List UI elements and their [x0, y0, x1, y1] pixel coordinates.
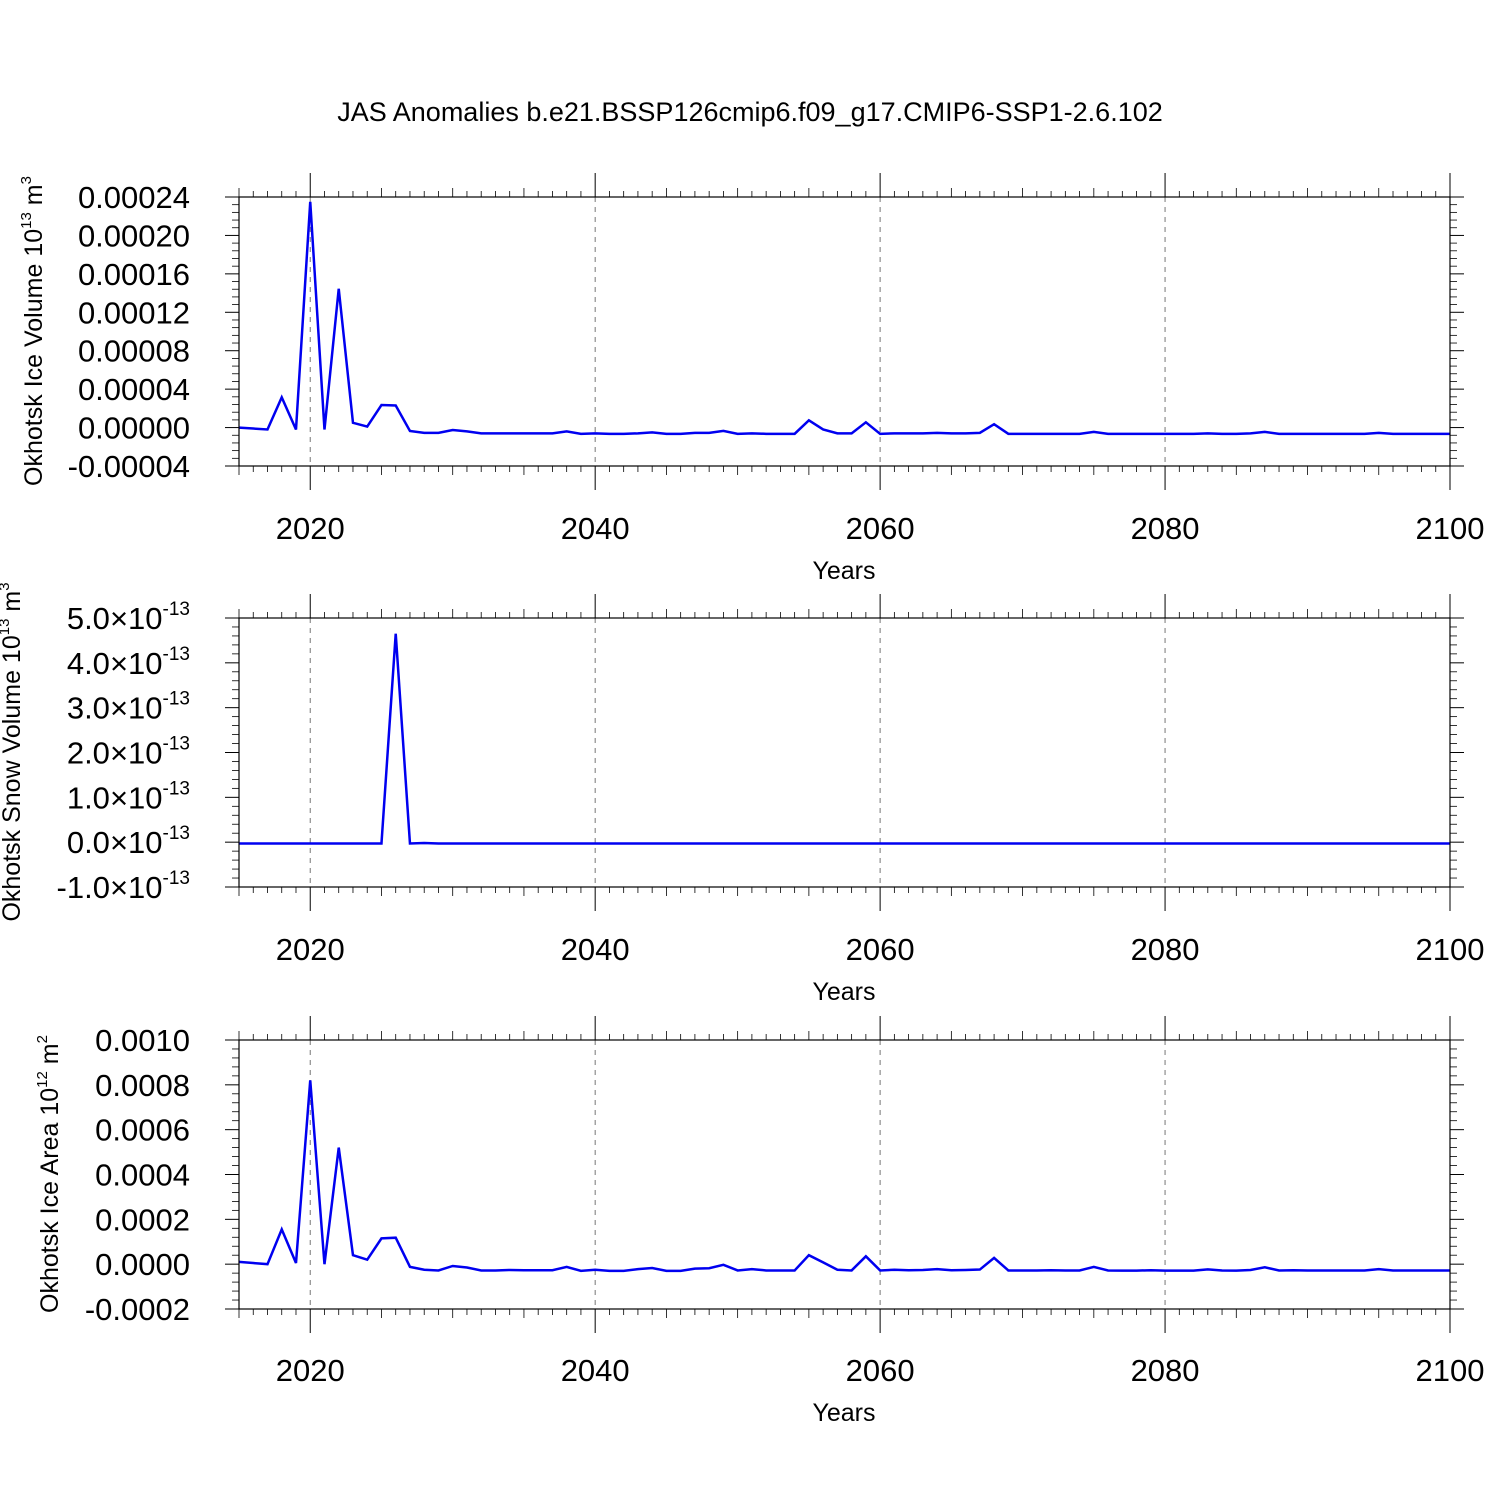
ylabel-ice-volume: Okhotsk Ice Volume 1013 m3 — [18, 176, 48, 486]
xlabel-ice-area: Years — [812, 1399, 875, 1427]
ytick-label: 5.0×10-13 — [67, 599, 190, 636]
plot-frame — [238, 196, 1451, 467]
ytick-label: 0.0006 — [95, 1113, 190, 1148]
xtick-label-2040: 2040 — [561, 932, 630, 967]
figure-title: JAS Anomalies b.e21.BSSP126cmip6.f09_g17… — [337, 97, 1163, 127]
xlabel-snow-volume: Years — [812, 978, 875, 1006]
xtick-label-2080: 2080 — [1131, 1353, 1200, 1388]
ytick-label: 0.0000 — [95, 1247, 190, 1282]
ytick-label: 0.0004 — [95, 1158, 190, 1193]
xtick-label-2100: 2100 — [1416, 932, 1485, 967]
xtick-label-2060: 2060 — [846, 511, 915, 546]
ytick-label: 0.00008 — [78, 334, 190, 369]
xtick-label-2060: 2060 — [846, 1353, 915, 1388]
panel-ice-volume: Okhotsk Ice Volume 1013 m3 Years -0.0000… — [18, 173, 1484, 585]
xtick-label-2100: 2100 — [1416, 1353, 1485, 1388]
series-line — [238, 1080, 1450, 1273]
ylabel-snow-volume: Okhotsk Snow Volume 1013 m3 — [0, 582, 26, 921]
xtick-label-2060: 2060 — [846, 932, 915, 967]
ytick-label: 0.0×10-13 — [67, 823, 190, 860]
xtick-label-2040: 2040 — [561, 511, 630, 546]
ytick-label: 0.0010 — [95, 1023, 190, 1058]
ytick-label: 0.00016 — [78, 257, 190, 292]
xtick-label-2020: 2020 — [276, 932, 345, 967]
panel-ice-area: Okhotsk Ice Area 1012 m2 Years -0.0002 0.… — [34, 1016, 1484, 1427]
series-line — [238, 201, 1450, 436]
series-line — [239, 633, 1450, 845]
xlabel-ice-volume: Years — [812, 557, 875, 585]
ytick-label: 3.0×10-13 — [67, 689, 190, 726]
ytick-label: 0.0008 — [95, 1068, 190, 1103]
ytick-label: 0.00024 — [78, 180, 190, 215]
panel-snow-volume: Okhotsk Snow Volume 1013 m3 Years -1.0×1… — [0, 582, 1484, 1006]
plot-frame — [238, 617, 1451, 888]
ytick-label: 0.0002 — [95, 1202, 190, 1237]
ytick-label: -0.00004 — [68, 449, 190, 484]
ytick-label: -1.0×10-13 — [57, 868, 190, 905]
xtick-label-2020: 2020 — [276, 1353, 345, 1388]
xtick-label-2040: 2040 — [561, 1353, 630, 1388]
ylabel-ice-area: Okhotsk Ice Area 1012 m2 — [34, 1035, 64, 1313]
plot-frame — [238, 1039, 1451, 1310]
ytick-label: 0.00012 — [78, 295, 190, 330]
ytick-label: -0.0002 — [85, 1292, 190, 1327]
ytick-label: 0.00020 — [78, 218, 190, 253]
xtick-label-2080: 2080 — [1131, 511, 1200, 546]
ytick-label: 1.0×10-13 — [67, 778, 190, 815]
xtick-label-2100: 2100 — [1416, 511, 1485, 546]
xtick-label-2020: 2020 — [276, 511, 345, 546]
ytick-label: 0.00004 — [78, 372, 190, 407]
xtick-label-2080: 2080 — [1131, 932, 1200, 967]
ytick-label: 0.00000 — [78, 411, 190, 446]
ytick-label: 2.0×10-13 — [67, 734, 190, 771]
ytick-label: 4.0×10-13 — [67, 644, 190, 681]
